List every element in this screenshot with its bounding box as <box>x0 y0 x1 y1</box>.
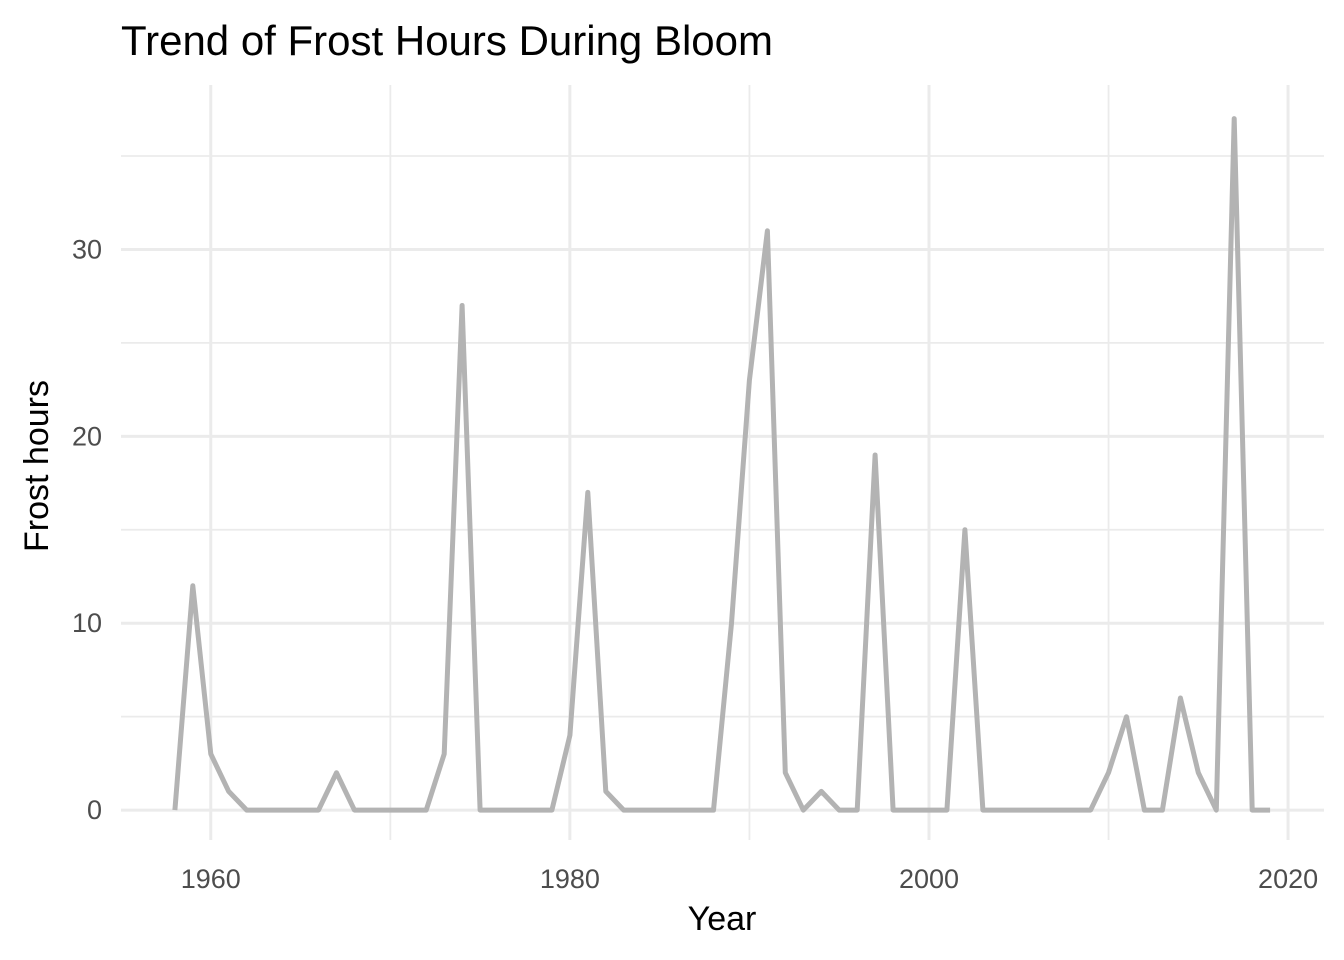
y-tick-label: 30 <box>72 234 102 264</box>
x-axis-title: Year <box>688 900 757 938</box>
x-axis-ticks: 1960 1980 2000 2020 <box>181 864 1318 894</box>
y-axis-title: Frost hours <box>18 380 56 552</box>
y-tick-label: 20 <box>72 421 102 451</box>
y-tick-label: 10 <box>72 608 102 638</box>
x-tick-label: 2000 <box>899 864 959 894</box>
chart-title: Trend of Frost Hours During Bloom <box>121 17 773 64</box>
series-layer <box>172 116 1271 813</box>
y-axis-ticks: 0 10 20 30 <box>72 234 102 825</box>
x-tick-label: 1980 <box>540 864 600 894</box>
y-tick-label: 0 <box>87 795 102 825</box>
series-line <box>172 116 1271 813</box>
x-tick-label: 2020 <box>1258 864 1318 894</box>
x-tick-label: 1960 <box>181 864 241 894</box>
